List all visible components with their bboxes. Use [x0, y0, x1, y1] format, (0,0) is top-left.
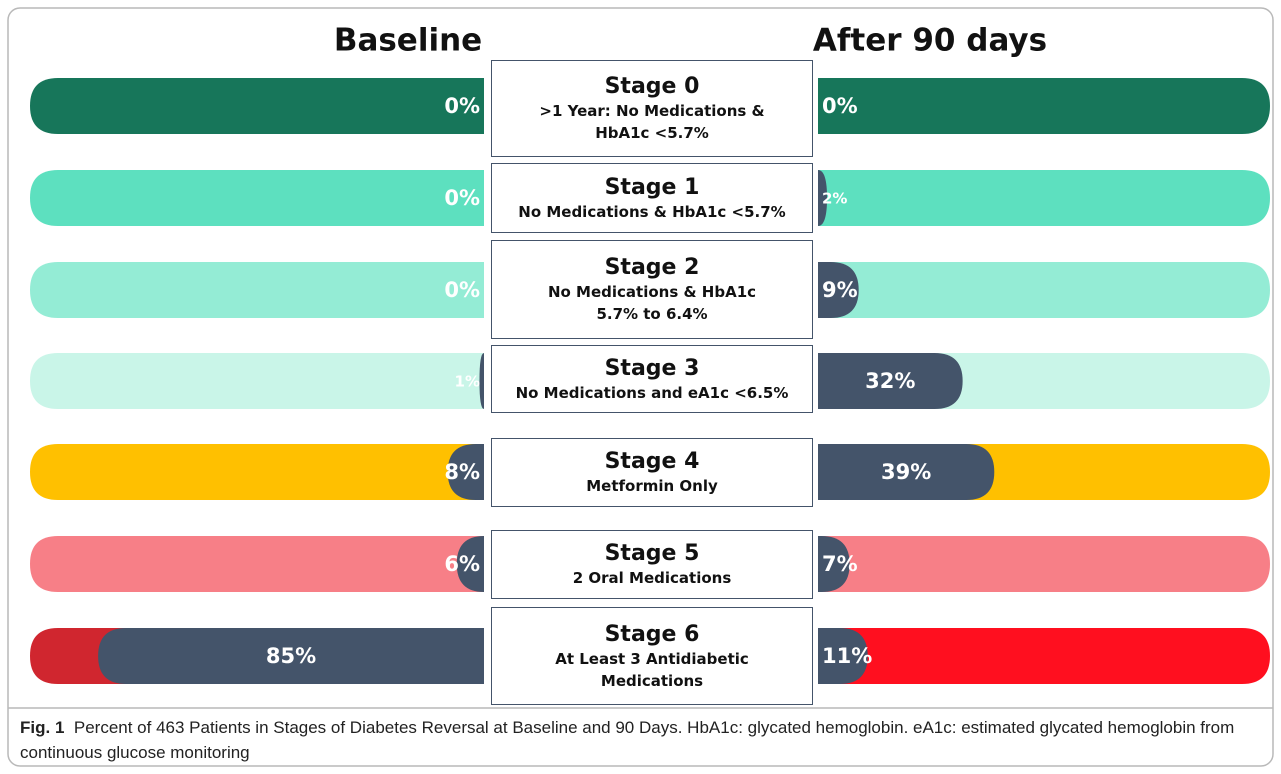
value-label: 39%: [881, 460, 931, 484]
stage-name: Stage 5: [604, 541, 700, 566]
value-label: 0%: [444, 186, 480, 210]
bar: [818, 353, 963, 409]
value-label: 9%: [822, 278, 858, 302]
stage-description: At Least 3 Antidiabetic Medications: [555, 649, 749, 690]
bar: [818, 536, 850, 592]
bar: [818, 170, 828, 226]
stage-description: No Medications & HbA1c <5.7%: [518, 202, 786, 221]
caption-label: Fig. 1: [20, 718, 65, 737]
stage-name: Stage 4: [604, 449, 700, 474]
value-label: 11%: [822, 644, 872, 668]
bar: [456, 536, 484, 592]
track: [30, 444, 484, 500]
track: [30, 536, 484, 592]
stage-name: Stage 0: [604, 74, 700, 99]
value-label: 0%: [444, 278, 480, 302]
track: [30, 170, 484, 226]
stage-box: Stage 1 No Medications & HbA1c <5.7%: [491, 163, 813, 233]
track: [818, 78, 1270, 134]
value-label: 2%: [822, 190, 847, 208]
stage-name: Stage 6: [604, 621, 700, 647]
value-label: 0%: [444, 94, 480, 118]
bar: [818, 444, 995, 500]
value-label: 7%: [822, 552, 858, 576]
stage-box: Stage 5 2 Oral Medications: [491, 530, 813, 599]
stage-box: Stage 3 No Medications and eA1c <6.5%: [491, 345, 813, 413]
figure-frame: [7, 7, 1274, 767]
stage-description: No Medications & HbA1c 5.7% to 6.4%: [547, 283, 757, 323]
track: [818, 170, 1270, 226]
stage-description: 2 Oral Medications: [572, 569, 732, 587]
stage-box: Stage 4 Metformin Only: [491, 438, 813, 507]
value-label: 1%: [455, 373, 480, 391]
track: [30, 353, 484, 409]
value-label: 85%: [266, 644, 316, 668]
stage-description: Metformin Only: [586, 477, 718, 495]
panel-title: After 90 days: [813, 23, 1047, 59]
bar: [818, 262, 859, 318]
bar: [818, 628, 868, 684]
stage-box: Stage 2 No Medications & HbA1c 5.7% to 6.…: [491, 240, 813, 339]
track: [30, 78, 484, 134]
track: [818, 628, 1270, 684]
bar: [479, 353, 484, 409]
stage-box: Stage 0 >1 Year: No Medications & HbA1c <…: [491, 60, 813, 157]
stage-name: Stage 2: [604, 255, 700, 280]
bar: [98, 628, 484, 684]
bar: [447, 444, 484, 500]
value-label: 8%: [444, 460, 480, 484]
value-label: 0%: [822, 94, 858, 118]
value-label: 32%: [865, 369, 915, 393]
stage-description: No Medications and eA1c <6.5%: [515, 383, 789, 402]
caption: Fig. 1 Percent of 463 Patients in Stages…: [20, 715, 1250, 765]
track: [30, 262, 484, 318]
caption-text: Percent of 463 Patients in Stages of Dia…: [20, 718, 1235, 762]
value-label: 6%: [444, 552, 480, 576]
stage-name: Stage 3: [604, 355, 700, 381]
panel-title: Baseline: [334, 23, 482, 59]
track: [818, 262, 1270, 318]
track: [818, 536, 1270, 592]
stage-name: Stage 1: [604, 174, 700, 200]
stage-box: Stage 6 At Least 3 Antidiabetic Medicatio…: [491, 607, 813, 705]
stage-description: >1 Year: No Medications & HbA1c <5.7%: [539, 102, 765, 142]
